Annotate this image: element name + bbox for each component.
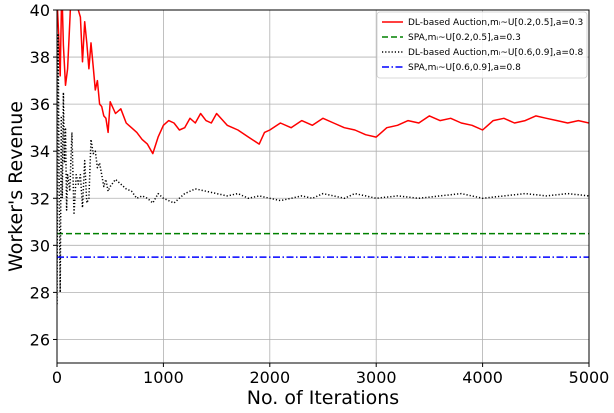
- y-tick-label: 32: [30, 189, 50, 208]
- legend: DL-based Auction,mᵢ~U[0.2,0.5],a=0.3 SPA,…: [376, 11, 588, 79]
- y-tick-label: 28: [30, 283, 50, 302]
- x-tick-label: 2000: [249, 368, 290, 387]
- legend-box: [376, 11, 588, 79]
- y-tick-label: 36: [30, 95, 50, 114]
- series-line-1: [57, 10, 589, 155]
- legend-label: SPA,mᵢ~U[0.6,0.9],a=0.8: [408, 63, 521, 73]
- y-tick-label: 38: [30, 48, 50, 67]
- x-tick-label: 5000: [569, 368, 610, 387]
- y-tick-label: 30: [30, 236, 50, 255]
- x-tick-label: 4000: [462, 368, 503, 387]
- series-lines: [57, 10, 589, 305]
- y-axis-label: Worker's Revenue: [5, 101, 27, 272]
- axis-ticks: 0 1000 2000 3000 4000 5000 26 28 30 32 34 36 38 40: [30, 1, 610, 387]
- y-tick-label: 40: [30, 1, 50, 20]
- legend-label: SPA,mᵢ~U[0.2,0.5],a=0.3: [408, 33, 521, 43]
- x-axis-label: No. of Iterations: [247, 387, 399, 409]
- plot-frame: [56, 9, 590, 364]
- legend-label: DL-based Auction,mᵢ~U[0.6,0.9],a=0.8: [408, 48, 583, 58]
- y-tick-label: 34: [30, 142, 50, 161]
- x-tick-label: 1000: [143, 368, 184, 387]
- y-tick-label: 26: [30, 330, 50, 349]
- legend-label: DL-based Auction,mᵢ~U[0.2,0.5],a=0.3: [408, 18, 583, 28]
- x-tick-label: 0: [52, 368, 62, 387]
- x-tick-label: 3000: [356, 368, 397, 387]
